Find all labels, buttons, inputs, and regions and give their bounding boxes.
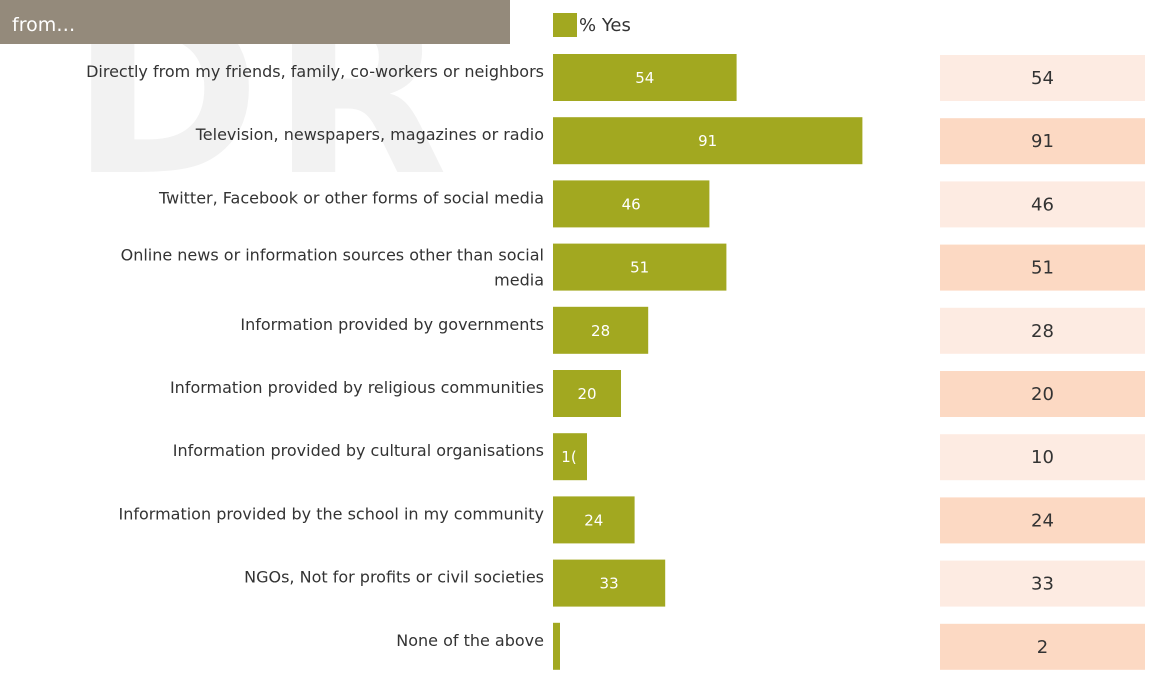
bar <box>553 180 710 228</box>
bar-data-label: 33 <box>600 575 619 593</box>
category-label: Twitter, Facebook or other forms of soci… <box>158 188 544 207</box>
value-cell <box>940 181 1145 228</box>
bar <box>553 370 621 417</box>
value-cell <box>940 307 1145 354</box>
value-cell <box>940 55 1145 101</box>
bar-data-label: 28 <box>591 322 610 340</box>
value-cell-text: 20 <box>1031 384 1054 405</box>
bar-data-label: 20 <box>577 385 596 403</box>
legend: % Yes <box>553 12 631 38</box>
category-label: Information provided by governments <box>240 315 544 334</box>
category-label: None of the above <box>396 631 544 650</box>
value-cell <box>940 244 1145 291</box>
bar <box>553 54 737 101</box>
category-label: Information provided by the school in my… <box>118 504 544 523</box>
bar-data-label: 24 <box>584 511 603 529</box>
value-cell <box>940 560 1145 607</box>
category-label: NGOs, Not for profits or civil societies <box>244 568 544 587</box>
bar-data-label: 54 <box>635 69 654 87</box>
category-label: Directly from my friends, family, co-wor… <box>86 62 544 81</box>
value-cell-text: 54 <box>1031 68 1054 89</box>
value-cell-text: 46 <box>1031 194 1054 215</box>
legend-label: % Yes <box>579 14 631 36</box>
value-cell-text: 10 <box>1031 447 1054 468</box>
value-cell <box>940 118 1145 165</box>
value-cell <box>940 434 1145 481</box>
category-label: Television, newspapers, magazines or rad… <box>195 125 544 144</box>
bar-data-label: 51 <box>630 259 649 277</box>
value-cell <box>940 623 1145 670</box>
bar-data-label: 91 <box>698 132 717 150</box>
chart-title-text: from… <box>12 14 76 36</box>
category-label: media <box>494 271 544 290</box>
value-cell-text: 51 <box>1031 258 1054 279</box>
bar <box>553 496 635 544</box>
category-label: Online news or information sources other… <box>121 246 544 265</box>
bar <box>553 306 649 354</box>
category-label: Information provided by cultural organis… <box>173 441 544 460</box>
value-cell-text: 2 <box>1037 637 1048 658</box>
legend-swatch <box>553 13 577 37</box>
bar <box>553 559 666 607</box>
value-cell <box>940 371 1145 417</box>
value-cell-text: 24 <box>1031 510 1054 531</box>
value-cell-text: 33 <box>1031 574 1054 595</box>
value-cell-text: 91 <box>1031 131 1054 152</box>
value-cell-text: 28 <box>1031 321 1054 342</box>
bar-data-label: 1( <box>561 448 576 466</box>
value-cell <box>940 497 1145 544</box>
bar <box>553 117 863 165</box>
bar <box>553 622 560 670</box>
bar-data-label: 46 <box>622 195 641 213</box>
chart-title: from… <box>0 0 510 44</box>
bar <box>553 243 727 291</box>
bar <box>553 433 587 481</box>
category-label: Information provided by religious commun… <box>170 378 544 397</box>
